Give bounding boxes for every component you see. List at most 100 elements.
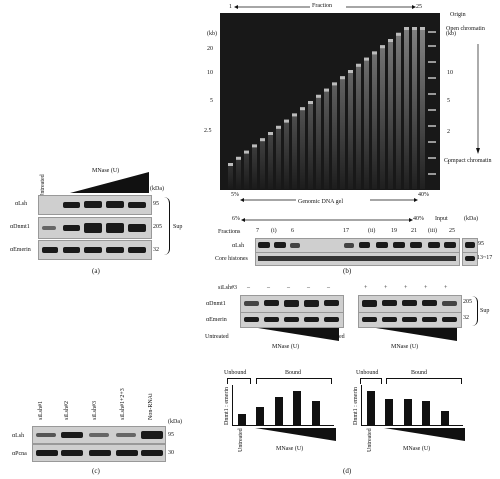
y-axis-right xyxy=(361,385,362,425)
gel-lane-front xyxy=(292,113,297,117)
origin-label: Origin xyxy=(450,12,466,18)
kb-right-1: 1 xyxy=(447,160,450,166)
gel-lane-front xyxy=(228,163,233,166)
sign-left-2: – xyxy=(287,285,290,291)
kb-left-10: 10 xyxy=(207,70,213,76)
blot-emerin-d-left xyxy=(240,312,344,328)
gel-lanes xyxy=(228,27,436,190)
gel-lane-smear xyxy=(404,27,409,189)
gel-lane-smear xyxy=(284,119,289,189)
row-label-lsh-a: αLsh xyxy=(15,201,28,207)
fraction-start: 1 xyxy=(229,4,232,10)
kb-left-2-5: 2.5 xyxy=(204,128,212,134)
bound-label-right: Bound xyxy=(411,370,428,376)
row-label-lsh-c: αLsh xyxy=(12,433,25,439)
kda-histones-b: 13~17 xyxy=(477,255,493,261)
sup-brace-a xyxy=(163,197,170,255)
mnase-gradient-wedge xyxy=(70,172,149,193)
row-label-emerin-a: αEmerin xyxy=(10,247,31,253)
fractions-label: Fractions xyxy=(218,229,241,235)
sign-left-3: – xyxy=(307,285,310,291)
sup-brace-d xyxy=(472,296,478,326)
bar-right-2 xyxy=(403,399,412,425)
lane-silsh1: siLsh#1 xyxy=(38,400,44,420)
gel-lane-smear xyxy=(228,163,233,189)
gel-lane-smear xyxy=(268,132,273,189)
mnase-label: MNase (U) xyxy=(92,168,120,174)
kb-right: (kb) xyxy=(446,31,456,37)
gel-lane-smear xyxy=(252,144,257,189)
bar-left-1 xyxy=(256,407,265,425)
gel-lane-smear xyxy=(372,51,377,190)
fraction-end: 25 xyxy=(416,4,422,10)
bar-right-1 xyxy=(385,399,394,425)
row-label-core-histones: Core histones xyxy=(215,256,248,262)
gel-lane-front xyxy=(412,27,417,30)
kda-unit-a: (kDa) xyxy=(150,186,164,192)
fraction-17: 17 xyxy=(343,228,349,234)
lane-silsh-combined: siLsh#1+2+3 xyxy=(120,388,126,420)
kb-left-20: 20 xyxy=(207,46,213,52)
row-label-dnmt1-a: αDnmt1 xyxy=(10,224,30,230)
kb-right-5: 5 xyxy=(447,98,450,104)
compact-chromatin-label: Compact chromatin xyxy=(444,158,492,164)
gel-lane-front xyxy=(372,51,377,55)
untreated-label-d-right: Untreated xyxy=(321,334,345,340)
gel-lane-front xyxy=(324,88,329,92)
blot-core-histones xyxy=(255,252,460,266)
lane-silsh2: siLsh#2 xyxy=(64,400,70,420)
gel-lane-smear xyxy=(292,113,297,189)
blot-pcna-c xyxy=(32,444,166,462)
gel-lane-front xyxy=(332,82,337,86)
blot-dnmt1-a xyxy=(38,217,152,239)
gel-lane-smear xyxy=(412,27,417,189)
pct-40: 40% xyxy=(418,192,429,198)
bar-right-4 xyxy=(440,411,449,425)
bar-right-3 xyxy=(422,401,431,425)
kda-lsh-b: 95 xyxy=(478,241,484,247)
blot-lsh-c xyxy=(32,426,166,444)
sup-label-d: Sup xyxy=(480,308,490,314)
gel-lane-smear xyxy=(244,150,249,189)
gel-lane-smear xyxy=(340,76,345,189)
gel-lane-smear xyxy=(332,82,337,189)
gel-lane-smear xyxy=(380,45,385,190)
chromatin-arrow xyxy=(476,44,480,154)
sign-left-1: – xyxy=(267,285,270,291)
blot-lsh-a xyxy=(38,195,152,215)
sign-left-0: – xyxy=(247,285,250,291)
gel-lane-front xyxy=(308,101,313,104)
gel-lane-smear xyxy=(316,94,321,189)
genomic-dna-gel-caption: Genomic DNA gel xyxy=(298,199,343,205)
bar-left-4 xyxy=(311,401,320,425)
gel-lane-front xyxy=(300,107,305,111)
bar-left-0 xyxy=(238,414,246,425)
untreated-label-chart-right: Untreated xyxy=(367,428,373,452)
gel-lane-front xyxy=(284,119,289,123)
silsh3-label: siLsh#3 xyxy=(218,285,238,291)
gel-lane-smear xyxy=(236,156,241,189)
mnase-wedge-chart-left xyxy=(255,428,336,441)
gel-lane-front xyxy=(364,57,369,61)
y-axis-left xyxy=(232,385,233,425)
bar-chart-right xyxy=(361,385,463,425)
mnase-wedge-d-left xyxy=(258,328,339,341)
gel-lane-smear xyxy=(364,57,369,189)
sign-right-4: + xyxy=(444,285,448,291)
blot-dnmt1-d-left xyxy=(240,295,344,313)
blot-dnmt1-d-right xyxy=(358,295,462,313)
blot-emerin-d-right xyxy=(358,312,462,328)
fraction-25: 25 xyxy=(449,228,455,234)
ylabel-right: Dnmt1 : emerin xyxy=(353,387,359,425)
gradient-40: 40% xyxy=(413,216,424,222)
kda-c: (kDa) xyxy=(168,419,182,425)
panel-letter-b: (b) xyxy=(343,267,352,275)
fraction-arrow xyxy=(234,5,416,9)
gel-lane-smear xyxy=(388,39,393,189)
panel-letter-d: (d) xyxy=(343,467,352,475)
row-label-dnmt1-d: αDnmt1 xyxy=(206,301,226,307)
lane-non-rnai: Non-RNAi xyxy=(148,393,154,420)
lane-silsh3: siLsh#3 xyxy=(92,400,98,420)
bound-bracket-left xyxy=(256,378,332,384)
fraction-title: Fraction xyxy=(312,3,332,9)
